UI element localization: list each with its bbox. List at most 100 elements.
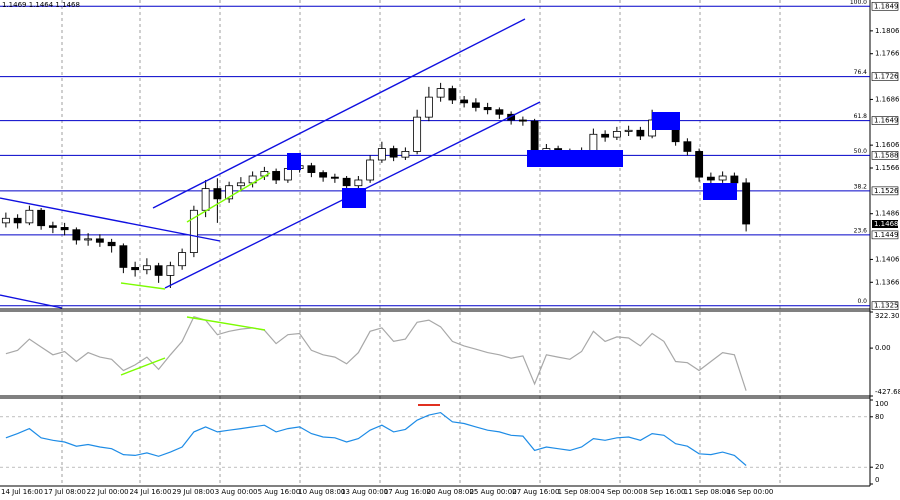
candle-body [460,99,469,104]
y-tick-label: 1.1686 [875,95,900,103]
candle [389,145,398,162]
candle-body [612,131,621,138]
y-tick-label: 1.1766 [875,50,900,58]
candle [742,178,751,232]
x-tick-label: 13 Aug 00:00 [341,488,388,496]
fib-price-box [871,151,899,160]
candle-body [48,225,57,228]
candle-body [601,133,610,138]
candle-body [236,182,245,187]
candle-body [589,133,598,152]
candle-body [119,245,128,268]
candle-body [742,182,751,225]
candle [154,262,163,283]
candle-body [201,188,210,211]
candle [13,214,22,229]
drawings [0,18,737,406]
x-tick-label: 22 Jul 00:00 [87,488,129,496]
fib-price-label: 1.1649 [874,117,899,125]
candle-body [495,109,504,115]
candle [507,111,516,125]
candle-body [319,172,328,178]
y-tick-label: 0.00 [875,344,891,352]
candle-body [718,175,727,181]
candle [319,170,328,182]
candle-body [95,238,104,243]
candle [84,233,93,246]
y-tick-label: 1.1406 [875,255,900,263]
candle [225,181,234,203]
candle [471,98,480,112]
candle-body [107,241,116,247]
candle [342,176,351,190]
candle [483,102,492,115]
candle-body [166,265,175,276]
candle [495,107,504,119]
candle [25,205,34,226]
fib-price-label: 1.1449 [874,231,899,239]
x-tick-label: 5 Aug 16:00 [258,488,301,496]
candle-body [377,148,386,161]
fib-price-box [871,230,899,240]
candle-body [13,217,22,224]
price-header: 1.1469 1.1464 1.1468 [2,1,80,9]
y-tick-label: 100 [875,400,888,408]
fib-price-label: 1.1588 [874,151,899,159]
x-tick-label: 27 Aug 16:00 [512,488,559,496]
y-tick-label: 1.1486 [875,210,900,218]
x-tick-label: 24 Jul 16:00 [129,488,171,496]
candle-body [683,141,692,152]
candle-body [507,113,516,121]
x-tick-label: 16 Sep 00:00 [727,488,774,496]
y-tick-label: -427.686 [875,388,900,396]
candle [1,212,10,228]
candle [307,162,316,178]
candle-body [283,168,292,181]
candle [601,130,610,142]
y-tick-label: 80 [875,413,884,421]
candle-body [624,129,633,132]
candle [460,96,469,108]
last-price-label: 1.1468 [874,220,899,228]
fib-level-label: 76.4 [854,69,868,76]
candle [706,172,715,184]
fib-level-label: 38.2 [854,183,868,190]
candle [119,243,128,274]
candle-body [471,102,480,108]
y-tick-label: 0 [875,476,879,484]
candle-body [37,209,46,227]
candle-body [60,227,69,231]
candle [330,173,339,183]
fib-level-label: 100.0 [850,0,867,6]
candle [377,141,386,163]
candle-body [342,177,351,187]
candle-body [448,88,457,101]
fib-price-box [871,116,899,125]
candle-body [84,238,93,241]
candle-body [307,165,316,173]
x-tick-label: 3 Aug 00:00 [215,488,258,496]
candle [48,221,57,234]
candle-body [225,185,234,200]
candle [142,258,151,275]
fib-price-box [871,301,899,311]
candle-body [354,179,363,187]
candle [612,126,621,140]
candle [448,85,457,104]
candle-body [72,229,81,241]
candle [95,234,104,247]
candle [107,238,116,253]
candle [695,148,704,182]
candle [236,177,245,192]
candle [37,208,46,230]
indicator-line [5,411,747,466]
candle-body [695,151,704,178]
x-tick-label: 11 Sep 08:00 [684,488,731,496]
candle-body [154,265,163,276]
fib-price-label: 1.1526 [874,187,899,195]
candle-body [131,267,140,271]
x-tick-label: 14 Jul 16:00 [1,488,43,496]
